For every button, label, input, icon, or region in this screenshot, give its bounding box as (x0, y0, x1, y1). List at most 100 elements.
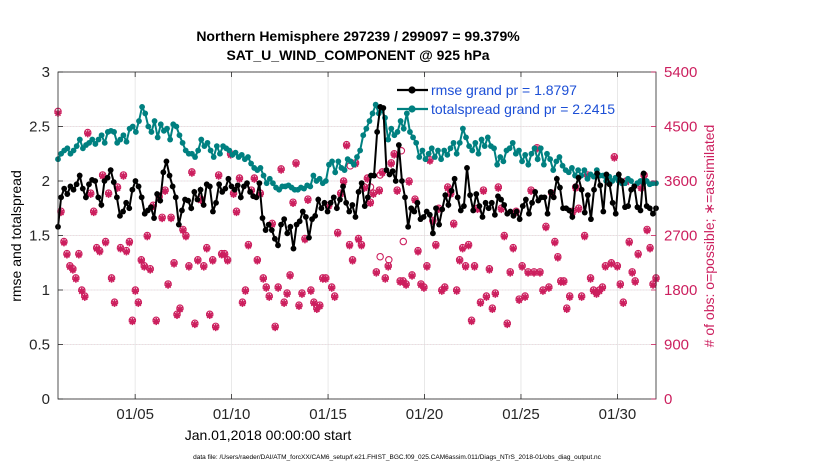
x-tick-label: 01/25 (502, 406, 540, 423)
rmse-point (157, 197, 164, 204)
obs-assimilated-marker (316, 302, 324, 310)
obs-assimilated-stroke (72, 275, 79, 283)
totalspread-point (472, 139, 479, 146)
obs-assimilated-stroke (224, 257, 231, 265)
rmse-point (606, 181, 613, 188)
obs-assimilated-marker (542, 224, 550, 232)
rmse-point (594, 170, 601, 177)
obs-assimilated-stroke (272, 324, 279, 331)
rmse-point (98, 202, 105, 208)
y-left-tick-label: 1.5 (29, 228, 50, 245)
rmse-point (485, 205, 492, 212)
rmse-point (95, 194, 102, 201)
obs-assimilated-stroke (280, 300, 288, 307)
totalspread-point (403, 110, 410, 117)
obs-assimilated-marker (530, 269, 538, 277)
obs-assimilated-marker (200, 263, 208, 271)
y-right-tick-label: 0 (664, 391, 672, 408)
obs-assimilated-stroke (69, 266, 76, 274)
obs-assimilated-marker (598, 284, 607, 292)
totalspread-point (217, 150, 223, 157)
obs-assimilated-stroke (87, 191, 94, 198)
totalspread-point (64, 145, 71, 152)
obs-assimilated-marker (616, 281, 624, 289)
obs-assimilated-marker (60, 239, 68, 247)
rmse-point (315, 196, 322, 203)
obs-assimilated-marker (539, 287, 547, 295)
obs-assimilated-marker (369, 190, 377, 198)
rmse-point (92, 178, 99, 184)
rmse-point (529, 199, 535, 206)
obs-assimilated-marker (110, 299, 119, 307)
obs-assimilated-marker (560, 278, 568, 286)
rmse-point (185, 197, 192, 204)
obs-assimilated-marker (223, 257, 232, 265)
obs-assimilated-marker (500, 233, 508, 241)
obs-assimilated-marker (515, 296, 523, 304)
rmse-point (76, 172, 83, 179)
obs-assimilated-marker (209, 257, 217, 265)
obs-assimilated-stroke (462, 263, 469, 271)
obs-assimilated-marker (464, 242, 473, 250)
obs-assimilated-marker (259, 275, 267, 283)
totalspread-point (531, 145, 538, 152)
obs-assimilated-stroke (307, 288, 314, 295)
obs-assimilated-marker (253, 257, 261, 265)
obs-assimilated-marker (461, 263, 470, 271)
obs-assimilated-marker (345, 242, 354, 250)
obs-assimilated-stroke (426, 157, 434, 165)
totalspread-point (173, 123, 180, 130)
totalspread-point (263, 180, 270, 187)
obs-assimilated-stroke (233, 209, 240, 216)
obs-assimilated-marker (509, 245, 517, 253)
obs-assimilated-stroke (96, 248, 103, 255)
obs-assimilated-marker (372, 269, 380, 277)
obs-assimilated-marker (405, 178, 413, 186)
obs-assimilated-stroke (135, 300, 142, 307)
x-axis-label: Jan.01,2018 00:00:00 start (185, 427, 352, 443)
obs-assimilated-stroke (587, 275, 594, 283)
totalspread-point (407, 129, 413, 135)
obs-assimilated-marker (63, 251, 71, 259)
obs-assimilated-marker (334, 230, 342, 238)
totalspread-point (204, 139, 211, 146)
obs-assimilated-stroke (263, 285, 270, 292)
obs-assimilated-stroke (203, 245, 210, 252)
totalspread-point (142, 110, 149, 117)
obs-assimilated-stroke (90, 209, 97, 216)
rmse-point (259, 215, 266, 221)
rmse-point (327, 199, 334, 206)
obs-assimilated-stroke (536, 269, 544, 277)
obs-assimilated-stroke (611, 154, 618, 162)
obs-assimilated-stroke (120, 173, 127, 180)
totalspread-point (553, 158, 560, 165)
rmse-point (244, 180, 250, 187)
obs-assimilated-marker (402, 281, 410, 289)
obs-assimilated-stroke (105, 191, 112, 198)
rmse-point (206, 183, 213, 190)
rmse-point (70, 186, 77, 193)
obs-assimilated-stroke (519, 263, 526, 271)
obs-assimilated-marker (384, 263, 392, 271)
obs-assimilated-stroke (411, 197, 419, 204)
rmse-point (612, 210, 619, 217)
rmse-point (405, 223, 412, 230)
obs-assimilated-marker (146, 266, 154, 274)
rmse-point (278, 221, 284, 228)
totalspread-point (73, 143, 80, 150)
obs-assimilated-stroke (153, 318, 160, 325)
footnote-data-file: data file: /Users/raeder/DAI/ATM_forcXX/… (193, 454, 602, 461)
obs-assimilated-marker (244, 242, 253, 250)
rmse-point (361, 203, 368, 209)
totalspread-point (447, 145, 454, 152)
obs-assimilated-marker (467, 317, 476, 326)
totalspread-point (120, 132, 127, 139)
rmse-point (262, 227, 269, 233)
obs-assimilated-marker (506, 269, 514, 277)
y-left-tick-label: 3 (42, 64, 50, 81)
rmse-point (213, 199, 219, 206)
y-left-tick-label: 2.5 (29, 119, 50, 136)
totalspread-point (360, 132, 367, 139)
obs-assimilated-marker (158, 214, 166, 223)
